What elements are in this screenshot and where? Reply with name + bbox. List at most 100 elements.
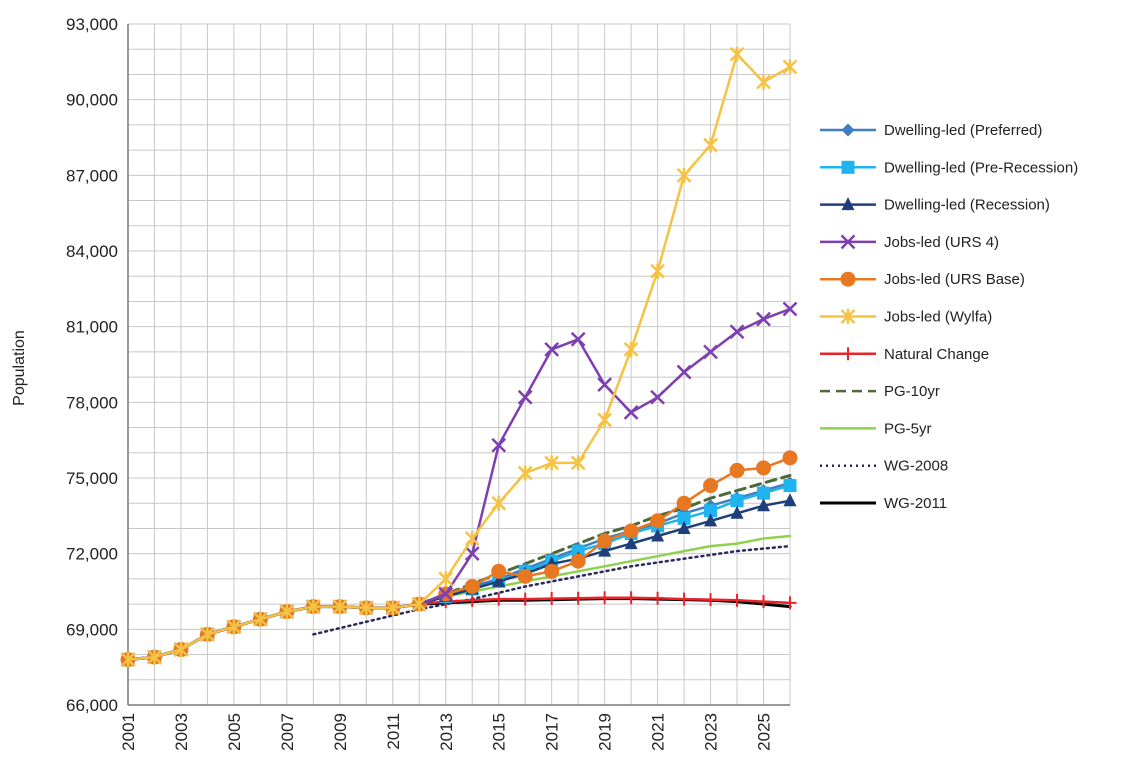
x-tick-label: 2013 bbox=[437, 713, 456, 751]
data-point-marker bbox=[650, 389, 665, 405]
y-tick-label: 93,000 bbox=[66, 15, 118, 34]
data-point-marker bbox=[783, 479, 797, 493]
data-point-marker bbox=[571, 544, 585, 558]
data-point-marker bbox=[783, 596, 797, 610]
data-point-marker bbox=[464, 578, 480, 594]
legend-item: Dwelling-led (Recession) bbox=[820, 197, 1050, 214]
legend-label: Natural Change bbox=[884, 346, 989, 363]
data-point-marker bbox=[756, 460, 772, 476]
data-point-marker bbox=[570, 553, 586, 569]
data-point-marker bbox=[729, 462, 745, 478]
data-point-marker bbox=[464, 546, 480, 562]
data-point-marker bbox=[518, 592, 532, 606]
y-tick-label: 90,000 bbox=[66, 91, 118, 110]
data-point-marker bbox=[544, 455, 560, 471]
data-point-marker bbox=[491, 495, 507, 511]
y-tick-label: 84,000 bbox=[66, 242, 118, 261]
data-point-marker bbox=[571, 591, 585, 605]
data-point-marker bbox=[385, 600, 401, 616]
data-point-marker bbox=[570, 331, 586, 347]
data-point-marker bbox=[438, 586, 454, 602]
data-point-marker bbox=[676, 167, 692, 183]
series-line bbox=[126, 307, 792, 661]
data-point-marker bbox=[200, 626, 215, 642]
legend-item: WG-2011 bbox=[820, 495, 947, 512]
data-point-marker bbox=[703, 344, 718, 360]
data-point-marker bbox=[650, 513, 666, 529]
legend-label: PG-5yr bbox=[884, 420, 932, 437]
legend-label: WG-2011 bbox=[884, 495, 947, 512]
data-point-marker bbox=[358, 600, 374, 616]
data-point-marker bbox=[147, 649, 162, 665]
legend-item: Dwelling-led (Pre-Recession) bbox=[820, 159, 1078, 176]
y-tick-label: 72,000 bbox=[66, 545, 118, 564]
data-point-marker bbox=[730, 494, 744, 508]
data-point-marker bbox=[757, 498, 771, 512]
y-tick-label: 78,000 bbox=[66, 393, 118, 412]
data-point-marker bbox=[624, 591, 638, 605]
data-point-marker bbox=[782, 59, 798, 75]
data-point-marker bbox=[841, 347, 855, 361]
data-point-marker bbox=[729, 324, 745, 340]
data-point-marker bbox=[491, 563, 507, 579]
y-tick-labels: 66,000 69,000 72,000 75,000 78,000 81,000 84,0… bbox=[66, 15, 118, 715]
x-tick-label: 2019 bbox=[596, 713, 615, 751]
data-point-marker bbox=[623, 405, 639, 420]
data-point-marker bbox=[624, 536, 638, 550]
data-point-marker bbox=[841, 123, 855, 137]
data-point-marker bbox=[730, 505, 744, 519]
data-point-marker bbox=[704, 513, 718, 527]
series-line bbox=[126, 499, 792, 661]
x-tick-labels: 2001 2003 2005 2007 2009 2011 2013 2015 2017 2019… bbox=[119, 713, 774, 751]
legend: Dwelling-led (Preferred) Dwelling-led (Pr… bbox=[820, 122, 1078, 512]
data-point-marker bbox=[332, 599, 348, 615]
data-point-marker bbox=[544, 563, 560, 579]
series-jobs-led-urs-4 bbox=[120, 301, 798, 667]
data-point-marker bbox=[411, 596, 427, 612]
data-point-marker bbox=[517, 568, 533, 584]
data-point-marker bbox=[730, 593, 744, 607]
data-point-marker bbox=[704, 593, 718, 607]
legend-item: Jobs-led (Wylfa) bbox=[820, 309, 992, 326]
data-point-marker bbox=[650, 263, 665, 279]
data-point-marker bbox=[677, 592, 691, 606]
data-point-marker bbox=[226, 619, 242, 635]
data-point-marker bbox=[757, 595, 771, 609]
x-tick-label: 2011 bbox=[384, 713, 403, 750]
y-axis-label: Population bbox=[11, 330, 28, 406]
data-point-marker bbox=[840, 271, 856, 287]
data-point-marker bbox=[492, 592, 506, 606]
data-point-marker bbox=[651, 591, 665, 605]
data-point-marker bbox=[756, 311, 771, 327]
data-point-marker bbox=[545, 592, 559, 606]
data-point-marker bbox=[756, 74, 771, 90]
axes bbox=[127, 24, 790, 706]
legend-label: Dwelling-led (Pre-Recession) bbox=[884, 159, 1078, 176]
x-tick-label: 2007 bbox=[278, 713, 297, 751]
legend-label: Dwelling-led (Preferred) bbox=[884, 122, 1042, 139]
data-point-marker bbox=[704, 504, 718, 518]
legend-item: Jobs-led (URS 4) bbox=[820, 234, 999, 251]
data-point-marker bbox=[492, 573, 506, 587]
series-line bbox=[126, 53, 792, 661]
data-point-marker bbox=[757, 486, 771, 500]
x-tick-label: 2005 bbox=[225, 713, 244, 751]
legend-label: Jobs-led (URS Base) bbox=[884, 271, 1025, 288]
data-point-marker bbox=[253, 611, 268, 627]
legend-item: Jobs-led (URS Base) bbox=[820, 271, 1025, 288]
legend-item: PG-5yr bbox=[820, 420, 932, 437]
data-point-marker bbox=[677, 520, 691, 534]
y-tick-label: 87,000 bbox=[66, 166, 118, 185]
data-point-marker bbox=[783, 493, 797, 507]
y-tick-label: 75,000 bbox=[66, 469, 118, 488]
data-point-marker bbox=[173, 642, 189, 658]
y-tick-label: 66,000 bbox=[66, 696, 118, 715]
legend-label: Dwelling-led (Recession) bbox=[884, 197, 1050, 214]
data-point-marker bbox=[782, 450, 798, 466]
x-tick-label: 2009 bbox=[331, 713, 350, 751]
data-point-marker bbox=[305, 599, 321, 615]
legend-label: PG-10yr bbox=[884, 383, 940, 400]
x-tick-label: 2025 bbox=[755, 713, 774, 751]
data-point-marker bbox=[651, 528, 665, 542]
